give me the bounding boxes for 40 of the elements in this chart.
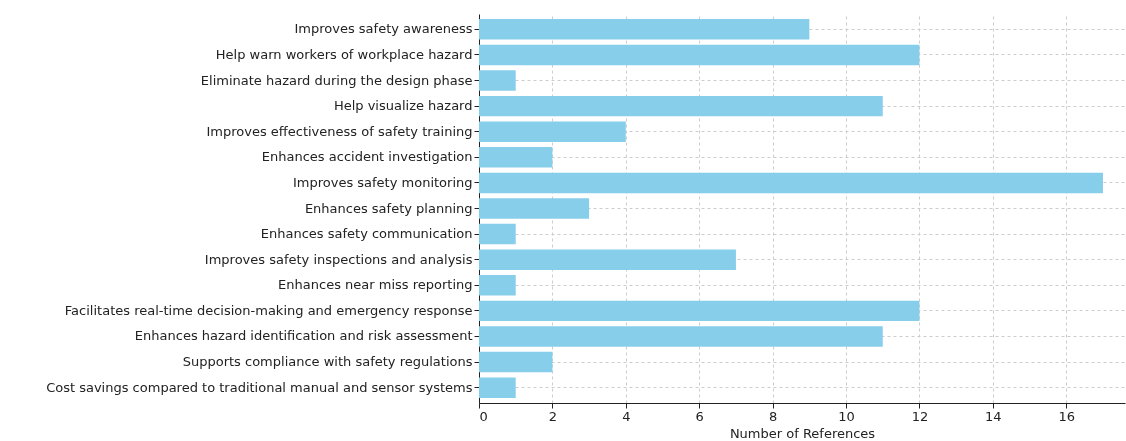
bar [479, 95, 883, 117]
bar [479, 44, 920, 66]
y-tick-label: Improves safety awareness [294, 21, 473, 37]
x-tick-label: 6 [695, 408, 704, 424]
x-tick-label: 2 [548, 408, 558, 424]
y-tick-label: Help visualize hazard [333, 98, 473, 114]
y-tick-label: Facilitates real-time decision-making and emergency response [64, 302, 473, 318]
bar [479, 326, 883, 347]
x-tick-label: 4 [622, 408, 631, 424]
x-tick-label: 14 [985, 408, 1002, 424]
y-tick-label: Eliminate hazard during the design phase [200, 72, 473, 88]
y-tick-label: Enhances accident investigation [261, 149, 473, 165]
y-tick-label: Supports compliance with safety regulations [182, 354, 473, 370]
y-tick-label: Enhances safety communication [260, 226, 473, 242]
y-tick-label: Improves safety monitoring [292, 174, 473, 190]
y-tick-label: Enhances safety planning [304, 200, 473, 216]
y-tick-label: Improves safety inspections and analysis [204, 251, 473, 267]
bar [479, 351, 553, 373]
y-tick-label: Help warn workers of workplace hazard [215, 46, 473, 62]
bar [479, 19, 810, 40]
bar [479, 275, 516, 296]
x-axis-title: Number of References [729, 425, 876, 441]
y-tick-label: Enhances hazard identification and risk assessment [134, 328, 473, 344]
bar [479, 300, 920, 322]
bar [479, 70, 516, 91]
x-tick-label: 0 [479, 408, 488, 424]
bar [479, 198, 590, 219]
bar [479, 223, 516, 245]
bar [479, 249, 736, 270]
bar [479, 172, 1103, 194]
x-tick-label: 10 [838, 408, 855, 424]
bar [479, 121, 626, 142]
x-tick-label: 16 [1058, 408, 1076, 424]
y-tick-label: Improves effectiveness of safety training [206, 123, 473, 139]
bar [479, 147, 553, 168]
y-tick-label: Enhances near miss reporting [278, 277, 473, 293]
x-tick-label: 8 [769, 408, 778, 424]
y-tick-label: Cost savings compared to traditional manual and sensor systems [46, 379, 473, 395]
x-tick-label: 12 [911, 408, 929, 424]
bar [479, 377, 516, 398]
